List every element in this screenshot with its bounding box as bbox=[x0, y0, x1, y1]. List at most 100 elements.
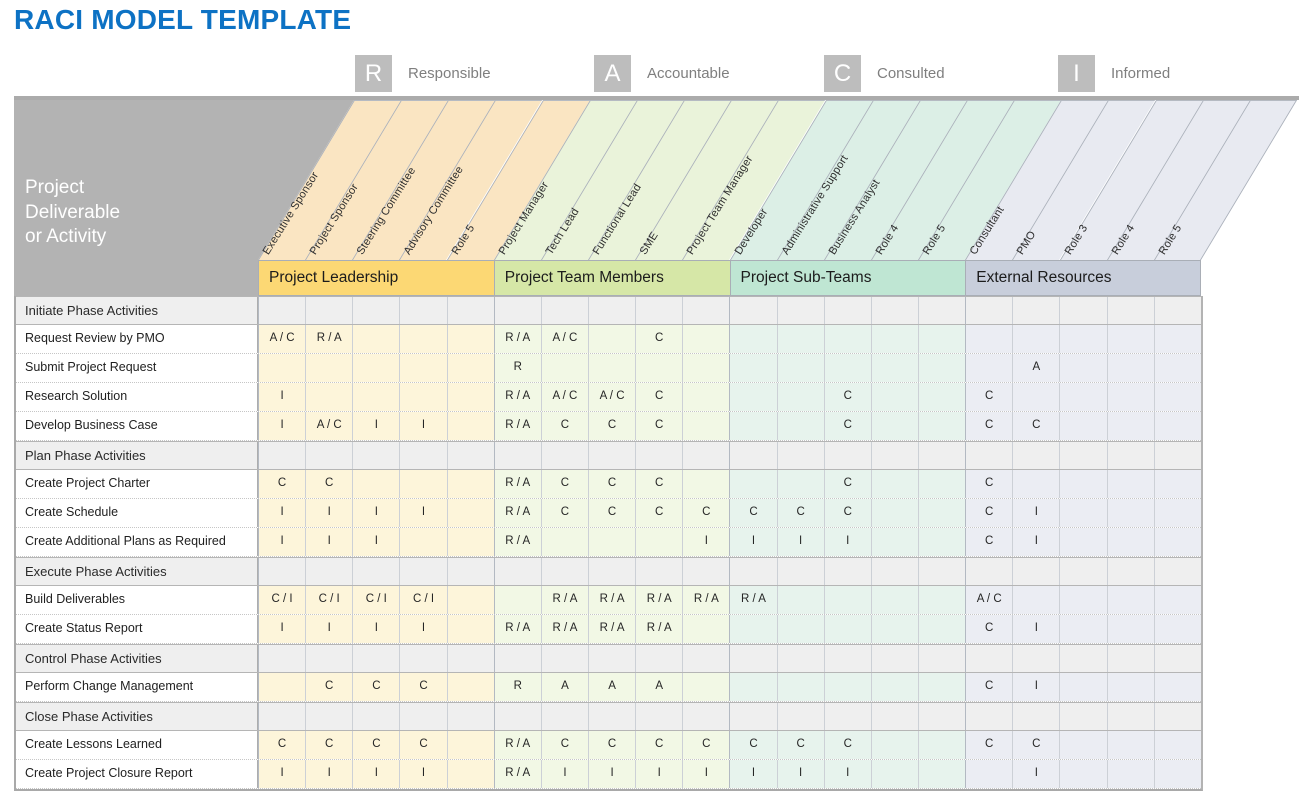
raci-cell[interactable] bbox=[776, 558, 824, 585]
raci-cell[interactable] bbox=[682, 470, 730, 498]
raci-cell[interactable]: C bbox=[352, 731, 400, 759]
raci-cell[interactable] bbox=[446, 615, 494, 643]
raci-cell[interactable]: R / A bbox=[540, 586, 588, 614]
raci-cell[interactable]: C bbox=[1012, 412, 1060, 440]
raci-cell[interactable] bbox=[1153, 528, 1201, 556]
raci-cell[interactable] bbox=[776, 383, 824, 411]
raci-cell[interactable]: I bbox=[729, 528, 777, 556]
raci-cell[interactable] bbox=[1059, 731, 1107, 759]
raci-cell[interactable]: C / I bbox=[352, 586, 400, 614]
raci-cell[interactable] bbox=[446, 586, 494, 614]
raci-cell[interactable]: C bbox=[635, 470, 683, 498]
raci-cell[interactable] bbox=[1106, 383, 1154, 411]
raci-cell[interactable] bbox=[776, 325, 824, 353]
raci-cell[interactable] bbox=[1106, 442, 1154, 469]
raci-cell[interactable]: A / C bbox=[587, 383, 636, 411]
raci-cell[interactable]: C / I bbox=[305, 586, 353, 614]
raci-cell[interactable] bbox=[1153, 470, 1201, 498]
raci-cell[interactable]: C bbox=[635, 731, 683, 759]
raci-cell[interactable]: C bbox=[776, 499, 824, 527]
raci-cell[interactable] bbox=[917, 297, 966, 324]
raci-cell[interactable] bbox=[1106, 615, 1154, 643]
raci-cell[interactable]: I bbox=[635, 760, 683, 788]
raci-cell[interactable]: C bbox=[682, 731, 730, 759]
raci-cell[interactable] bbox=[1059, 354, 1107, 382]
raci-cell[interactable] bbox=[965, 325, 1013, 353]
raci-cell[interactable]: I bbox=[729, 760, 777, 788]
raci-cell[interactable]: R / A bbox=[540, 615, 588, 643]
raci-cell[interactable] bbox=[446, 470, 494, 498]
raci-cell[interactable] bbox=[446, 731, 494, 759]
raci-cell[interactable] bbox=[1012, 470, 1060, 498]
raci-cell[interactable] bbox=[917, 645, 966, 672]
raci-cell[interactable]: C bbox=[587, 470, 636, 498]
raci-cell[interactable] bbox=[446, 528, 494, 556]
raci-cell[interactable] bbox=[729, 383, 777, 411]
raci-cell[interactable] bbox=[352, 325, 400, 353]
row-label[interactable]: Develop Business Case bbox=[16, 412, 258, 440]
raci-cell[interactable] bbox=[399, 325, 447, 353]
raci-cell[interactable]: C bbox=[258, 731, 306, 759]
raci-cell[interactable]: R / A bbox=[493, 528, 541, 556]
raci-cell[interactable] bbox=[587, 325, 636, 353]
raci-cell[interactable] bbox=[870, 354, 918, 382]
raci-cell[interactable] bbox=[587, 297, 636, 324]
raci-cell[interactable]: C bbox=[965, 528, 1013, 556]
raci-cell[interactable] bbox=[1059, 325, 1107, 353]
raci-cell[interactable] bbox=[870, 297, 918, 324]
raci-cell[interactable] bbox=[917, 615, 966, 643]
raci-cell[interactable] bbox=[352, 354, 400, 382]
raci-cell[interactable] bbox=[1059, 442, 1107, 469]
raci-cell[interactable] bbox=[917, 528, 966, 556]
raci-cell[interactable] bbox=[540, 528, 588, 556]
raci-cell[interactable] bbox=[540, 558, 588, 585]
raci-cell[interactable]: I bbox=[1012, 615, 1060, 643]
raci-cell[interactable] bbox=[823, 325, 871, 353]
raci-cell[interactable]: R / A bbox=[635, 586, 683, 614]
raci-cell[interactable] bbox=[1153, 558, 1201, 585]
raci-cell[interactable]: C bbox=[635, 325, 683, 353]
raci-cell[interactable] bbox=[1012, 703, 1060, 730]
raci-cell[interactable] bbox=[870, 615, 918, 643]
raci-cell[interactable] bbox=[258, 354, 306, 382]
raci-cell[interactable]: I bbox=[258, 499, 306, 527]
raci-cell[interactable]: A / C bbox=[965, 586, 1013, 614]
raci-cell[interactable] bbox=[729, 325, 777, 353]
raci-cell[interactable] bbox=[870, 703, 918, 730]
raci-cell[interactable] bbox=[446, 442, 494, 469]
raci-cell[interactable]: I bbox=[776, 528, 824, 556]
raci-cell[interactable] bbox=[870, 383, 918, 411]
raci-cell[interactable]: R / A bbox=[493, 470, 541, 498]
raci-cell[interactable]: C bbox=[965, 499, 1013, 527]
raci-cell[interactable]: C bbox=[635, 383, 683, 411]
raci-cell[interactable]: I bbox=[1012, 528, 1060, 556]
raci-cell[interactable] bbox=[870, 558, 918, 585]
raci-cell[interactable] bbox=[446, 325, 494, 353]
raci-cell[interactable]: I bbox=[823, 528, 871, 556]
raci-cell[interactable] bbox=[446, 673, 494, 701]
raci-cell[interactable]: C bbox=[305, 731, 353, 759]
raci-cell[interactable] bbox=[1106, 731, 1154, 759]
raci-cell[interactable] bbox=[870, 470, 918, 498]
raci-cell[interactable]: I bbox=[352, 615, 400, 643]
raci-cell[interactable] bbox=[917, 586, 966, 614]
raci-cell[interactable] bbox=[870, 731, 918, 759]
raci-cell[interactable] bbox=[1059, 558, 1107, 585]
raci-cell[interactable]: C bbox=[823, 383, 871, 411]
raci-cell[interactable] bbox=[1059, 499, 1107, 527]
row-label[interactable]: Create Project Charter bbox=[16, 470, 258, 498]
raci-cell[interactable]: R / A bbox=[493, 615, 541, 643]
raci-cell[interactable] bbox=[587, 354, 636, 382]
raci-cell[interactable] bbox=[823, 645, 871, 672]
raci-cell[interactable] bbox=[1106, 645, 1154, 672]
raci-cell[interactable]: C bbox=[258, 470, 306, 498]
group-band-project-leadership[interactable]: Project Leadership bbox=[258, 260, 494, 296]
row-label[interactable]: Control Phase Activities bbox=[16, 645, 258, 672]
raci-cell[interactable]: I bbox=[587, 760, 636, 788]
raci-cell[interactable] bbox=[682, 297, 730, 324]
row-label[interactable]: Build Deliverables bbox=[16, 586, 258, 614]
raci-cell[interactable] bbox=[1106, 499, 1154, 527]
raci-cell[interactable] bbox=[917, 470, 966, 498]
raci-cell[interactable]: A / C bbox=[258, 325, 306, 353]
raci-cell[interactable] bbox=[682, 354, 730, 382]
